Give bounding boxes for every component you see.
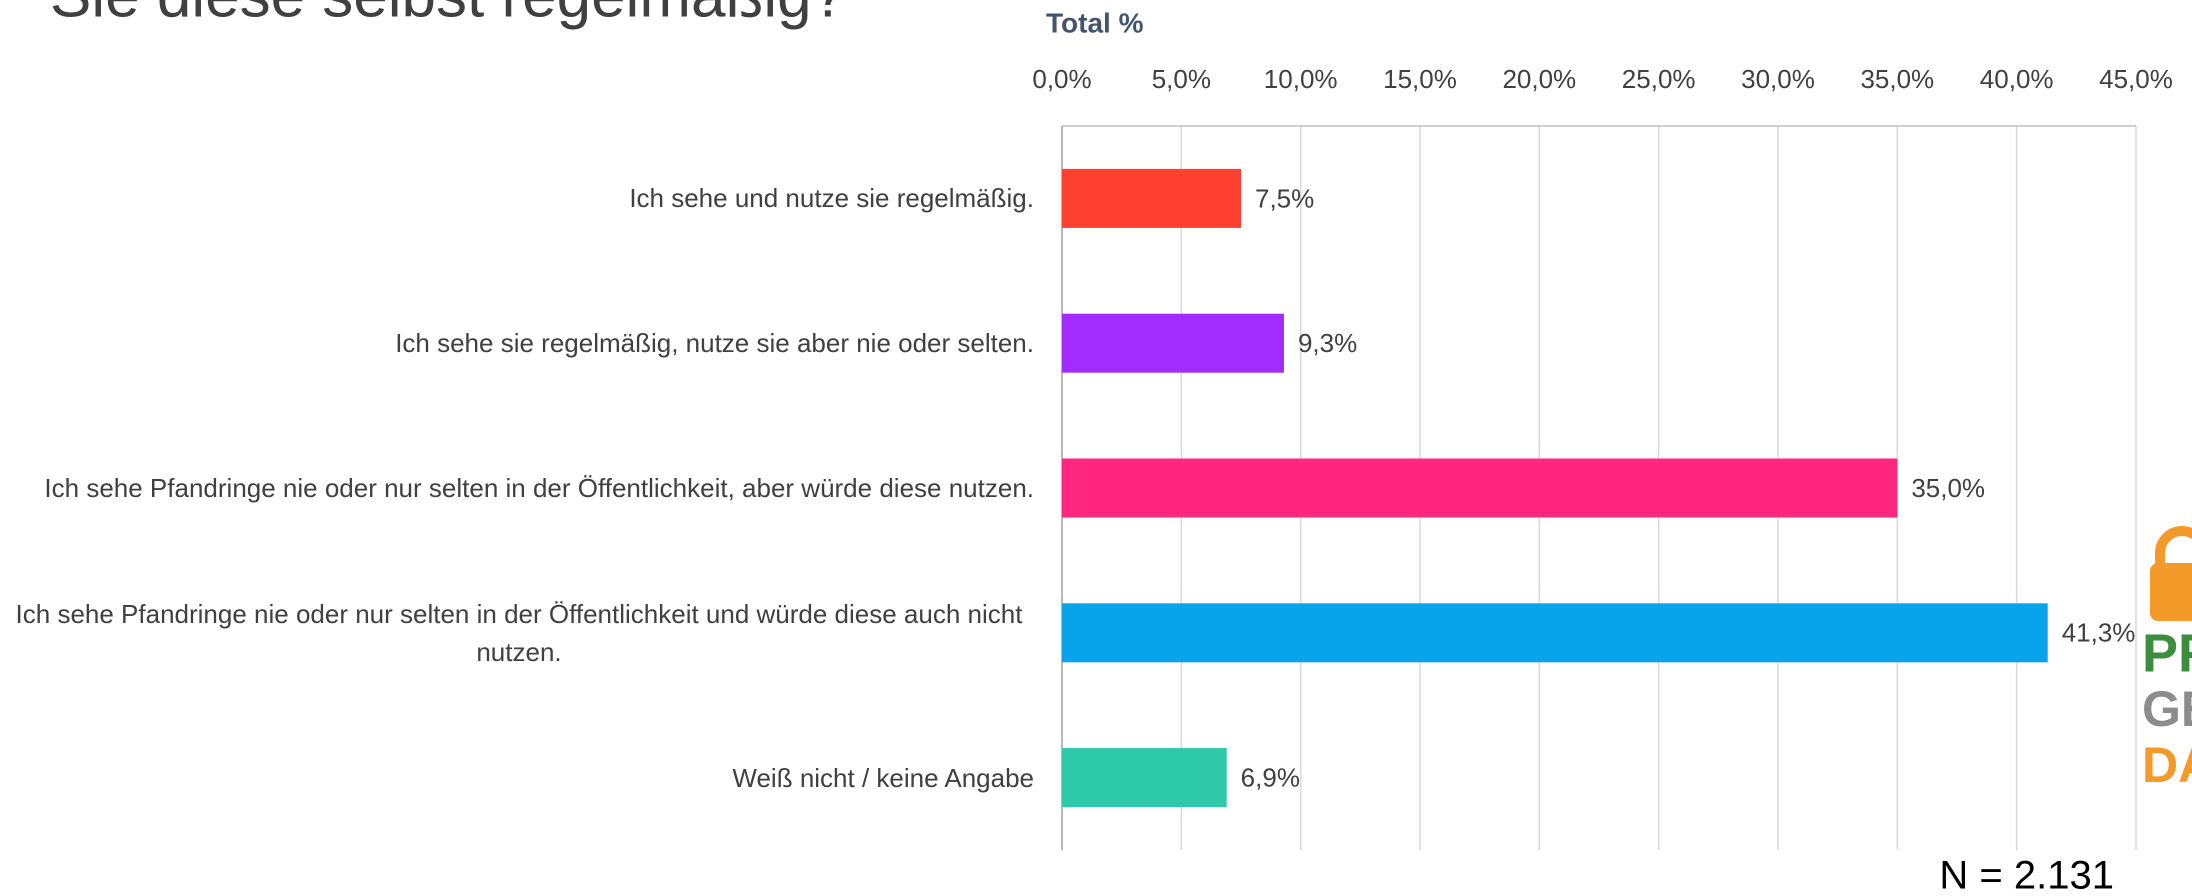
bar: [1062, 458, 1898, 518]
bar: [1062, 313, 1284, 373]
x-tick-label: 45,0%: [2099, 64, 2173, 94]
x-tick-label: 15,0%: [1383, 64, 1457, 94]
value-label: 41,3%: [2062, 618, 2136, 648]
axis-title: Total %: [1046, 7, 1144, 38]
value-label: 6,9%: [1241, 762, 1300, 792]
logo-shackle: [2155, 526, 2192, 565]
category-label: Weiß nicht / keine Angabe: [732, 762, 1034, 793]
logo-text: PFAND: [2142, 623, 2192, 683]
x-tick-label: 5,0%: [1152, 64, 1211, 94]
x-tick-label: 20,0%: [1502, 64, 1576, 94]
category-label: Ich sehe sie regelmäßig, nutze sie aber …: [395, 328, 1034, 359]
value-label: 35,0%: [1911, 473, 1985, 503]
x-tick-label: 0,0%: [1032, 64, 1091, 94]
x-tick-label: 10,0%: [1264, 64, 1338, 94]
logo-text: DANEBEN: [2142, 737, 2192, 793]
value-label: 7,5%: [1255, 183, 1314, 213]
bar: [1062, 748, 1227, 808]
bar: [1062, 603, 2048, 663]
chart-title: Sie diese selbst regelmäßig?: [50, 0, 846, 30]
logo-text: GEHÖRT: [2142, 681, 2192, 737]
x-tick-label: 35,0%: [1860, 64, 1934, 94]
sample-size: N = 2.131: [1939, 854, 2114, 896]
category-label: Ich sehe und nutze sie regelmäßig.: [629, 183, 1034, 214]
x-tick-label: 25,0%: [1622, 64, 1696, 94]
category-label: Ich sehe Pfandringe nie oder nur selten …: [15, 598, 1023, 667]
bar: [1062, 168, 1241, 228]
x-tick-label: 40,0%: [1980, 64, 2054, 94]
category-label: Ich sehe Pfandringe nie oder nur selten …: [44, 473, 1034, 503]
x-tick-label: 30,0%: [1741, 64, 1815, 94]
logo-lock: [2150, 563, 2192, 621]
value-label: 9,3%: [1298, 328, 1357, 358]
